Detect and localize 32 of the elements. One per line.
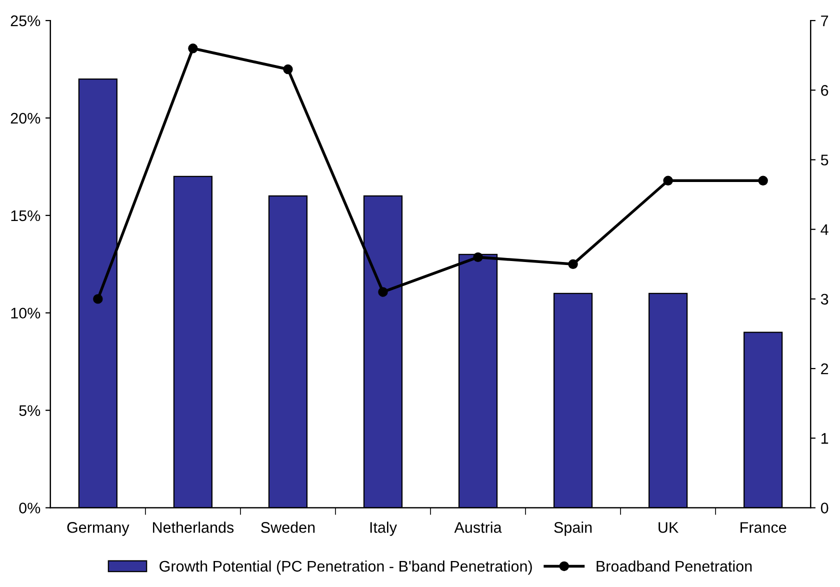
point [758,176,768,186]
point [93,294,103,304]
y2-tick-label: 1 [821,433,828,444]
y2-tick-label: 0 [820,502,828,514]
x-tick-label: Spain [554,522,592,536]
y-tick-label: 0% [19,502,40,514]
y2-tick-label: 7 [821,16,828,26]
y2-tick-label: 5 [820,154,828,166]
x-tick-label: Netherlands [153,522,234,533]
point [663,176,673,186]
y-tick-label: 25% [10,15,40,26]
legend-label: Broadband Penetration [596,560,752,572]
legend-label: Growth Potential (PC Penetration - B'band Penetration) [160,560,532,575]
point [283,64,293,74]
x-tick-label: Germany [67,522,130,536]
x-tick-label: France [740,522,786,533]
y2-tick-label: 3 [820,294,828,305]
y-tick-label: 20% [10,112,40,124]
point [188,44,198,54]
y2-tick-label: 6 [821,85,828,96]
y2-tick-label: 2 [821,363,828,374]
y-tick-label: 5% [19,405,40,416]
y-tick-label: 10% [11,308,40,319]
point [378,287,388,297]
x-tick-label: Austria [454,522,502,533]
x-tick-label: Italy [370,522,397,536]
x-tick-label: UK [658,522,678,533]
y2-tick-label: 4 [820,224,828,235]
x-tick-label: Sweden [261,522,315,533]
point [568,259,578,270]
point [473,252,483,262]
y-tick-label: 15% [11,210,40,222]
